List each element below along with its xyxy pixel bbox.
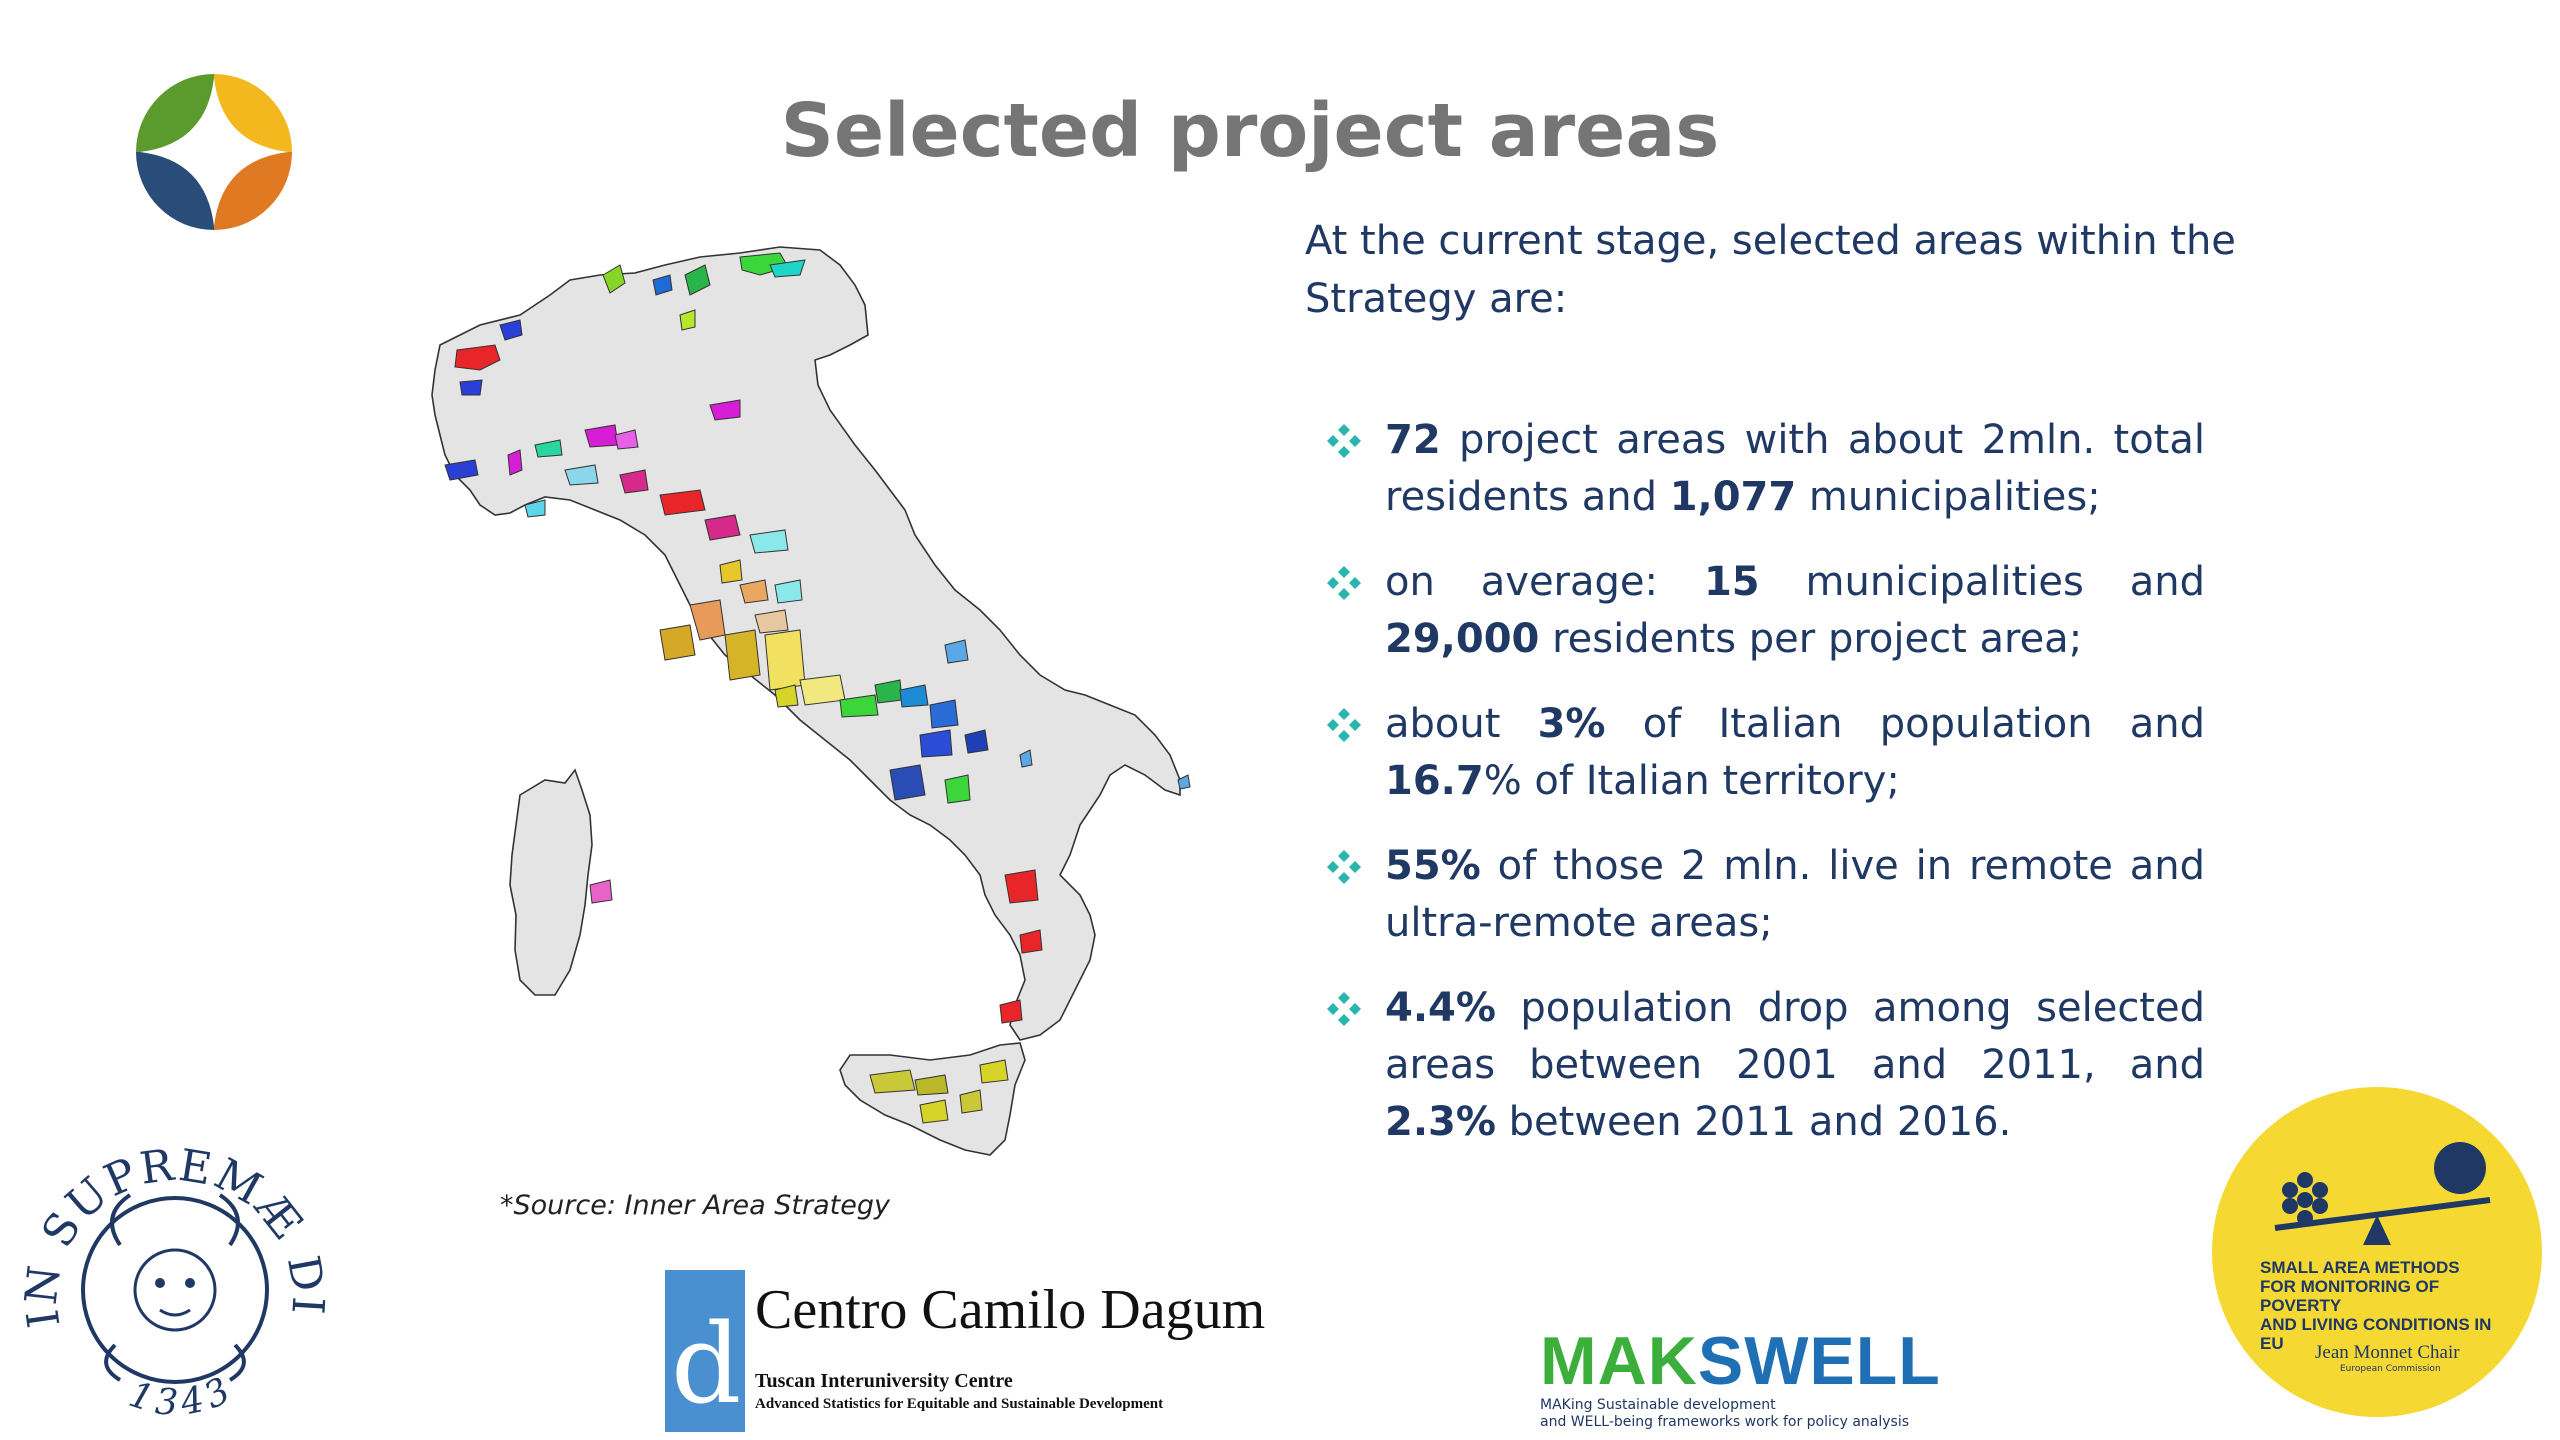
makswell-name-a: MAK (1540, 1323, 1698, 1399)
bullet-text: on average: (1385, 559, 1704, 605)
intro-text: At the current stage, selected areas wit… (1305, 218, 2236, 322)
jean-monnet-badge-icon (2212, 1087, 2542, 1417)
bullet-highlight: 16.7 (1385, 758, 1484, 804)
bullet-text: % of Italian territory; (1483, 758, 1900, 804)
diamond-cluster-icon (1327, 708, 1361, 742)
monnet-chair: Jean Monnet Chair (2315, 1342, 2460, 1363)
bullet-item: on average: 15 municipalities and 29,000… (1325, 554, 2205, 668)
bullet-item: 55% of those 2 mln. live in remote and u… (1325, 838, 2205, 952)
diamond-cluster-icon (1327, 992, 1361, 1026)
monnet-line-1: Small Area Methods (2260, 1258, 2460, 1277)
jean-monnet-logo: Small Area Methods for Monitoring of Pov… (2205, 1080, 2550, 1425)
makswell-tagline-1: MAKing Sustainable development (1540, 1397, 1776, 1413)
dagum-subtitle: Tuscan Interuniversity Centre (755, 1370, 1013, 1392)
seal-motto: IN SUPREMÆ DIGNITATIS (20, 1125, 330, 1331)
bullet-text: project areas with about 2mln. total res… (1385, 417, 2205, 520)
bullet-highlight: 55% (1385, 843, 1481, 889)
compass-logo-icon (136, 74, 292, 230)
dagum-mark-icon: d (665, 1270, 745, 1432)
diamond-cluster-icon (1327, 850, 1361, 884)
makswell-logo: MAKSWELL MAKing Sustainable development … (1540, 1325, 1940, 1435)
dagum-logo: d Centro Camilo Dagum Tuscan Interuniver… (665, 1270, 1265, 1435)
bullet-list: 72 project areas with about 2mln. total … (1325, 412, 2205, 1179)
bullet-highlight: 4.4% (1385, 985, 1496, 1031)
source-note: *Source: Inner Area Strategy (500, 1190, 890, 1221)
italy-map (431, 246, 1191, 1156)
bullet-text: municipalities; (1796, 474, 2101, 520)
slide-title: Selected project areas (780, 88, 1720, 174)
makswell-tagline-2: and WELL-being frameworks work for polic… (1540, 1414, 1909, 1430)
bullet-item: 72 project areas with about 2mln. total … (1325, 412, 2205, 526)
monnet-line-3: and Living Conditions in EU (2260, 1315, 2492, 1353)
bullet-highlight: 3% (1537, 701, 1606, 747)
seal-year: 1343 (124, 1367, 236, 1424)
dagum-tagline: Advanced Statistics for Equitable and Su… (755, 1396, 1164, 1412)
bullet-item: 4.4% population drop among selected area… (1325, 980, 2205, 1151)
bullet-text: about (1385, 701, 1538, 747)
university-seal-logo: IN SUPREMÆ DIGNITATIS 1343 (20, 1125, 330, 1424)
bullet-item: about 3% of Italian population and 16.7%… (1325, 696, 2205, 810)
diamond-cluster-icon (1327, 424, 1361, 458)
bullet-text: municipalities and (1759, 559, 2205, 605)
project-areas (444, 252, 1191, 1124)
bullet-highlight: 2.3% (1385, 1099, 1496, 1145)
makswell-name-b: SWELL (1697, 1323, 1941, 1399)
monnet-line-2: for Monitoring of Poverty (2260, 1277, 2440, 1315)
bullet-text: residents per project area; (1539, 616, 2083, 662)
monnet-ec: European Commission (2340, 1364, 2441, 1374)
svg-text:1343: 1343 (124, 1367, 242, 1424)
bullet-highlight: 1,077 (1669, 474, 1797, 520)
bullet-text: of those 2 mln. live in remote and ultra… (1385, 843, 2205, 946)
svg-text:IN SUPREMÆ DIGNITATIS: IN SUPREMÆ DIGNITATIS (20, 1125, 330, 1331)
bullet-text: of Italian population and (1605, 701, 2205, 747)
bullet-highlight: 29,000 (1385, 616, 1540, 662)
bullet-highlight: 72 (1385, 417, 1441, 463)
bullet-text: population drop among selected areas bet… (1385, 985, 2205, 1088)
dagum-name: Centro Camilo Dagum (755, 1279, 1266, 1341)
bullet-highlight: 15 (1703, 559, 1760, 605)
bullet-text: between 2011 and 2016. (1495, 1099, 2012, 1145)
diamond-cluster-icon (1327, 566, 1361, 600)
